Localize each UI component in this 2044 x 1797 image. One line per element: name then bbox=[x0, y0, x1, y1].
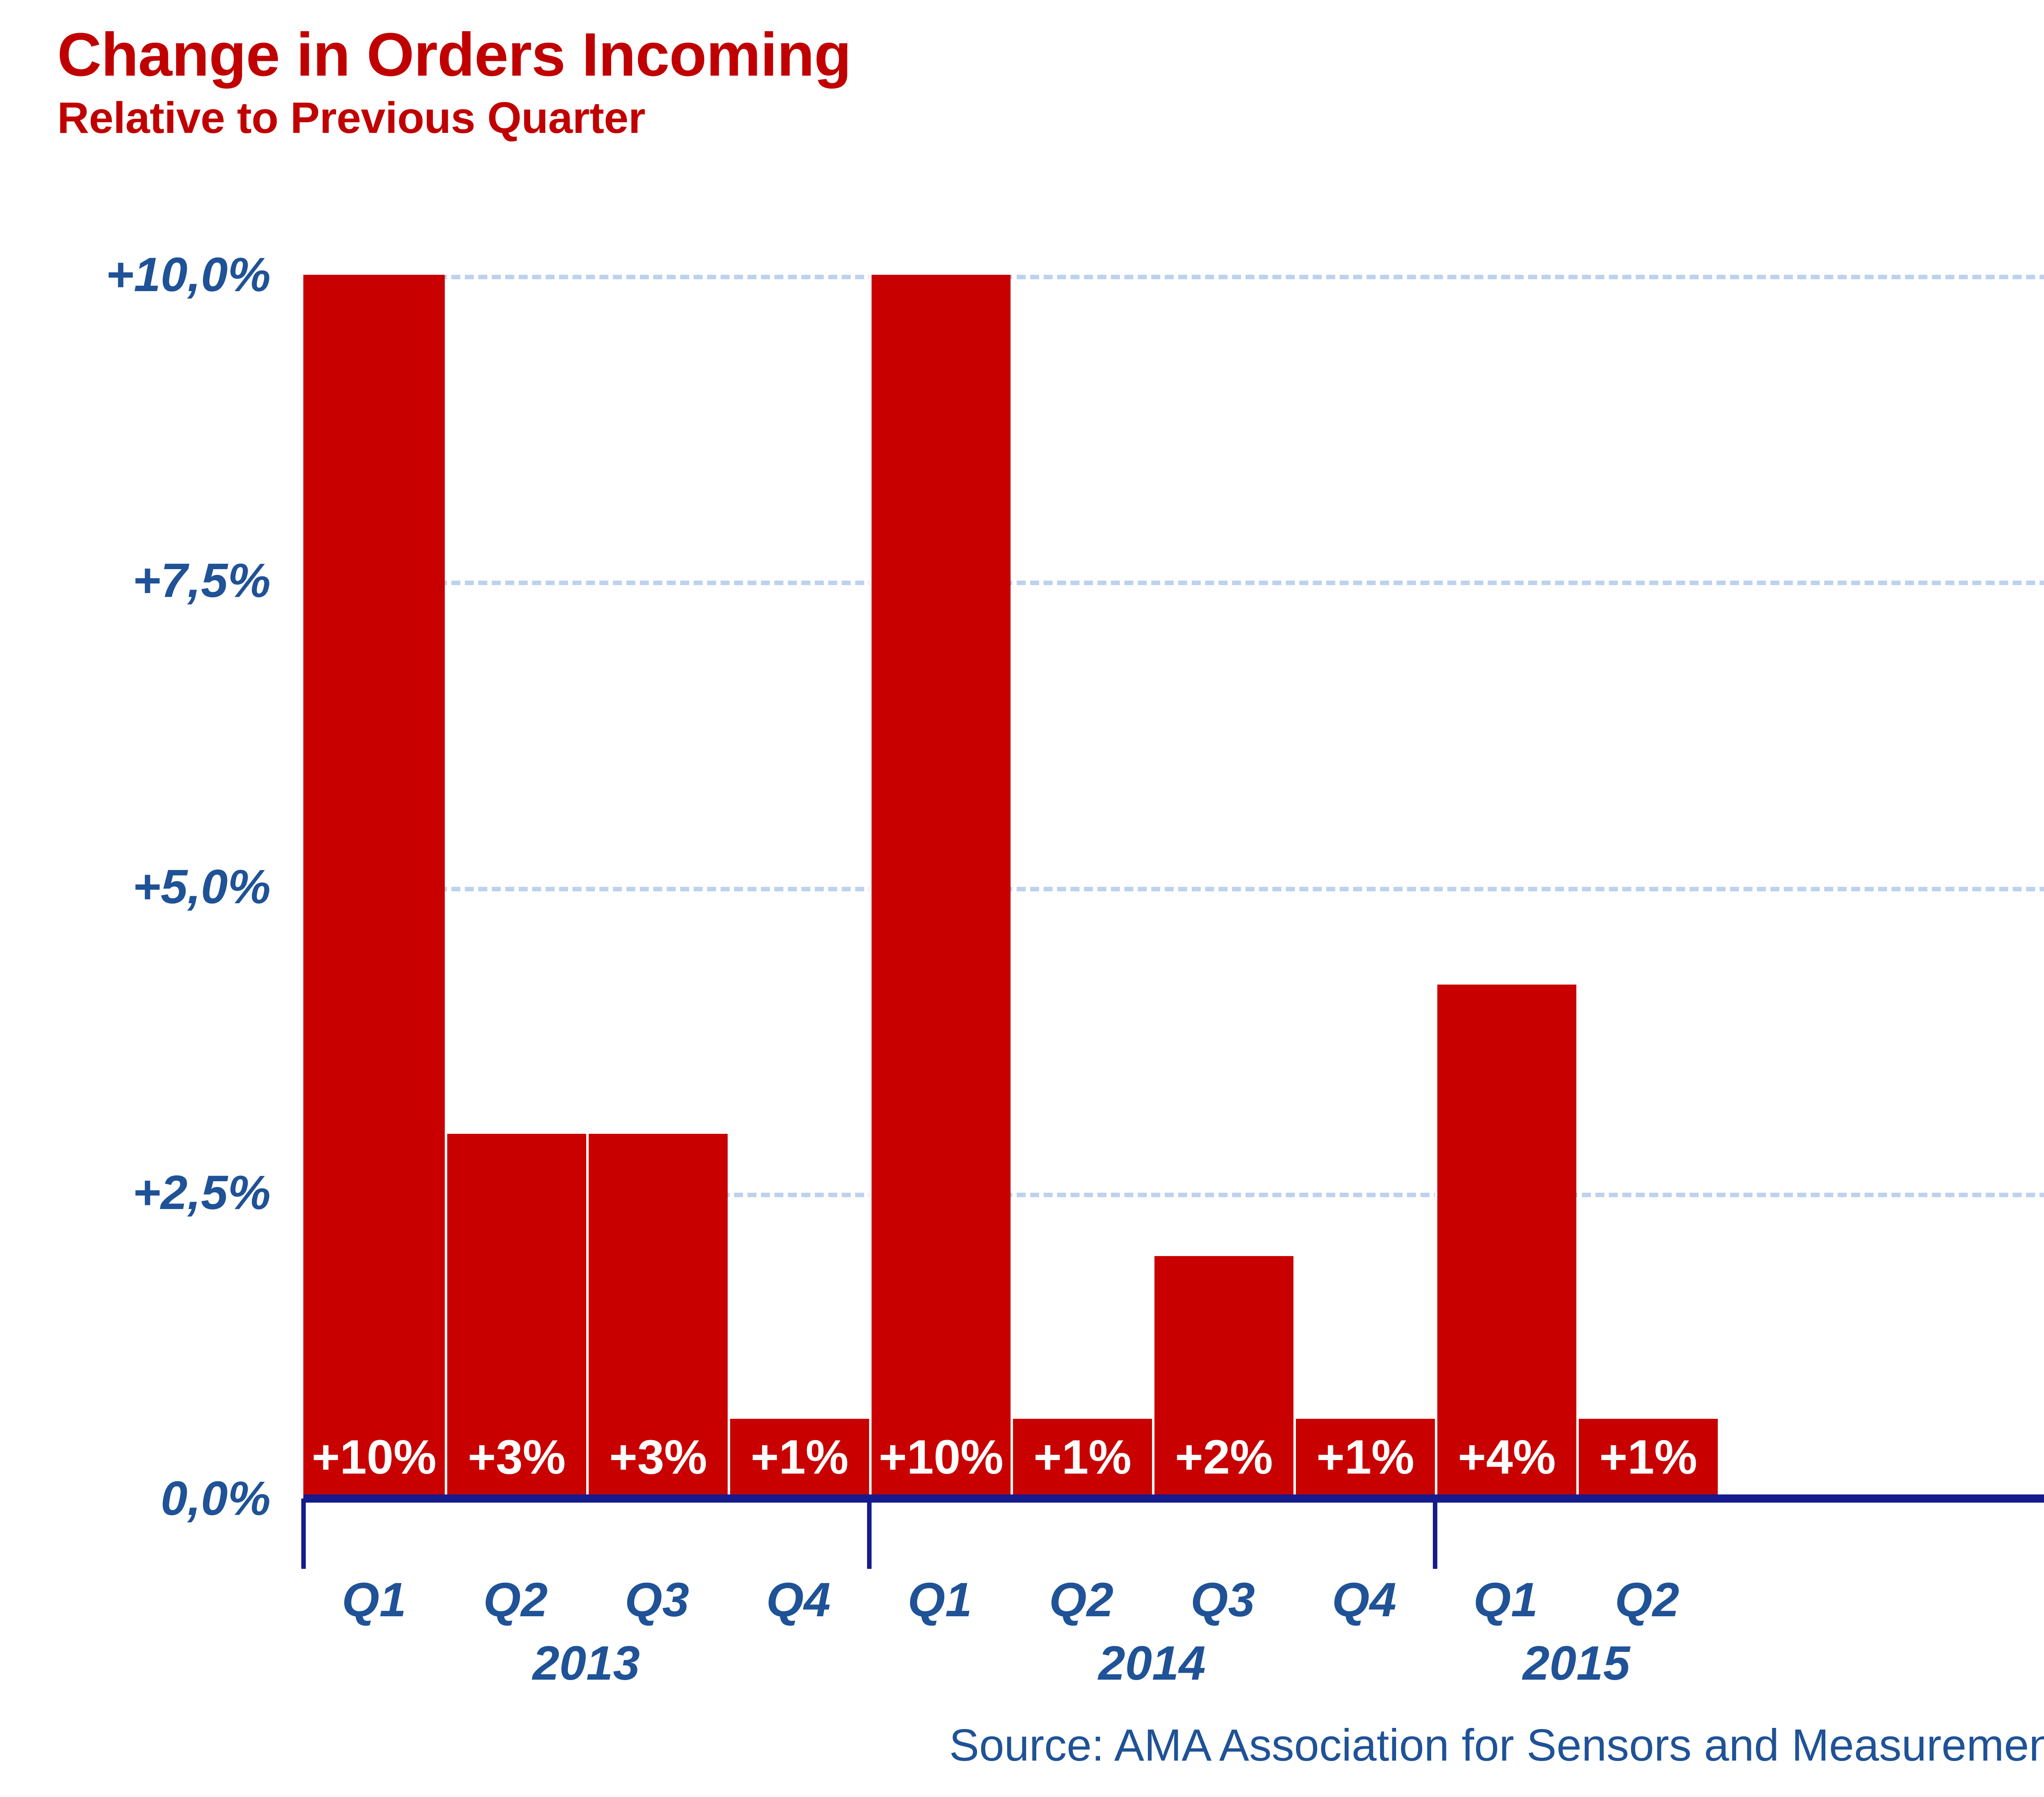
x-axis-quarter-label: Q3 bbox=[625, 1573, 689, 1627]
plot-area: +10% +3% +3% +1% +10% +1% +2% +1% +4% +1% bbox=[303, 275, 2044, 1499]
y-axis-tick-label: 0,0% bbox=[161, 1472, 271, 1526]
bar-value-label: +2% bbox=[1175, 1430, 1273, 1484]
bar-value-label: +1% bbox=[751, 1430, 849, 1484]
x-axis-quarter-label: Q1 bbox=[1473, 1573, 1538, 1627]
x-axis-quarter-label: Q1 bbox=[908, 1573, 972, 1627]
gridline bbox=[303, 886, 2044, 891]
x-axis-group-separator bbox=[1433, 1499, 1437, 1569]
bar[interactable]: +4% bbox=[1435, 984, 1576, 1499]
y-axis-tick-label: +2,5% bbox=[132, 1165, 271, 1220]
bar[interactable]: +10% bbox=[303, 275, 445, 1499]
bar-value-label: +10% bbox=[879, 1430, 1004, 1484]
x-axis-quarter-label: Q4 bbox=[766, 1573, 831, 1627]
x-axis-line bbox=[303, 1494, 2044, 1503]
bar[interactable]: +1% bbox=[728, 1419, 869, 1499]
gridline bbox=[303, 1192, 2044, 1197]
x-axis-group-separator bbox=[867, 1499, 872, 1569]
y-axis-tick-label: +10,0% bbox=[105, 248, 271, 302]
page-subtitle: Relative to Previous Quarter bbox=[57, 93, 645, 142]
x-axis-quarter-label: Q4 bbox=[1332, 1573, 1396, 1627]
bar[interactable]: +3% bbox=[586, 1134, 728, 1499]
bar[interactable]: +3% bbox=[445, 1134, 586, 1499]
x-axis-year-label: 2014 bbox=[1098, 1636, 1206, 1690]
x-axis-quarter-label: Q2 bbox=[1615, 1573, 1679, 1627]
bar[interactable]: +1% bbox=[1576, 1419, 1718, 1499]
x-axis-quarter-label: Q2 bbox=[1049, 1573, 1114, 1627]
page-title: Change in Orders Incoming bbox=[57, 20, 852, 89]
x-axis-year-label: 2015 bbox=[1522, 1636, 1630, 1690]
x-axis-group-separator bbox=[301, 1499, 306, 1569]
bar-value-label: +1% bbox=[1316, 1430, 1414, 1484]
x-axis-quarter-label: Q2 bbox=[483, 1573, 548, 1627]
y-axis-tick-label: +5,0% bbox=[132, 859, 271, 914]
bar[interactable]: +1% bbox=[1293, 1419, 1435, 1499]
x-axis-quarter-label: Q3 bbox=[1190, 1573, 1255, 1627]
y-axis-tick-label: +7,5% bbox=[132, 554, 271, 608]
bar-value-label: +1% bbox=[1599, 1430, 1697, 1484]
bar-value-label: +1% bbox=[1033, 1430, 1132, 1484]
bar-value-label: +4% bbox=[1458, 1430, 1556, 1484]
bar[interactable]: +1% bbox=[1011, 1419, 1152, 1499]
title-block: Change in Orders Incoming Relative to Pr… bbox=[57, 20, 852, 142]
gridline bbox=[303, 581, 2044, 586]
source-note: Source: AMA Association for Sensors and … bbox=[949, 1720, 2044, 1770]
x-axis-year-label: 2013 bbox=[532, 1636, 640, 1690]
bar[interactable]: +10% bbox=[869, 275, 1011, 1499]
bar-series: +10% +3% +3% +1% +10% +1% +2% +1% +4% +1% bbox=[303, 275, 2044, 1499]
bar-value-label: +3% bbox=[468, 1430, 566, 1484]
gridline bbox=[303, 275, 2044, 279]
x-axis-quarter-label: Q1 bbox=[342, 1573, 406, 1627]
bar-value-label: +10% bbox=[312, 1430, 437, 1484]
bar[interactable]: +2% bbox=[1152, 1256, 1293, 1499]
bar-value-label: +3% bbox=[609, 1430, 707, 1484]
